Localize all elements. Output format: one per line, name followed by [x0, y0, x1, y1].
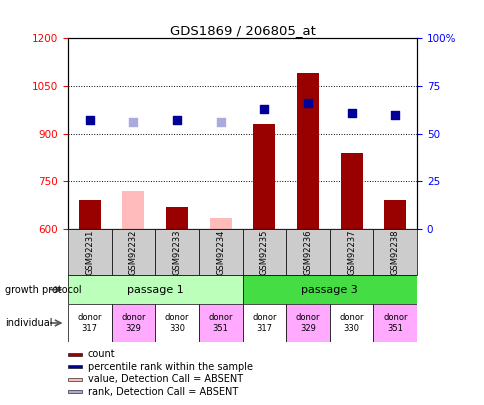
Bar [68, 229, 111, 275]
Bar [155, 229, 198, 275]
Text: GSM92233: GSM92233 [172, 229, 181, 275]
Point [86, 117, 93, 124]
Bar [68, 275, 242, 304]
Text: individual: individual [5, 318, 52, 328]
Text: growth protocol: growth protocol [5, 285, 81, 294]
Point [391, 111, 398, 118]
Point [216, 119, 224, 126]
Bar [78, 200, 101, 229]
Bar [296, 73, 318, 229]
Bar [198, 304, 242, 342]
Bar [329, 304, 373, 342]
Bar [111, 229, 155, 275]
Text: donor
330: donor 330 [165, 313, 189, 333]
Bar [340, 153, 362, 229]
Bar [68, 365, 82, 369]
Text: GSM92231: GSM92231 [85, 229, 94, 275]
Bar [329, 229, 373, 275]
Text: donor
329: donor 329 [295, 313, 319, 333]
Bar [166, 207, 188, 229]
Bar [68, 353, 82, 356]
Bar [253, 124, 275, 229]
Point [129, 119, 137, 126]
Bar [286, 304, 329, 342]
Bar [373, 229, 416, 275]
Text: donor
330: donor 330 [339, 313, 363, 333]
Text: GSM92236: GSM92236 [303, 229, 312, 275]
Text: donor
329: donor 329 [121, 313, 145, 333]
Bar [68, 378, 82, 381]
Bar [68, 304, 111, 342]
Text: passage 1: passage 1 [126, 285, 183, 294]
Text: percentile rank within the sample: percentile rank within the sample [88, 362, 252, 372]
Text: value, Detection Call = ABSENT: value, Detection Call = ABSENT [88, 374, 242, 384]
Text: donor
351: donor 351 [382, 313, 407, 333]
Bar [111, 304, 155, 342]
Bar [242, 304, 286, 342]
Text: rank, Detection Call = ABSENT: rank, Detection Call = ABSENT [88, 387, 238, 397]
Text: GSM92237: GSM92237 [347, 229, 355, 275]
Bar [198, 229, 242, 275]
Text: donor
317: donor 317 [77, 313, 102, 333]
Text: GSM92238: GSM92238 [390, 229, 399, 275]
Bar [68, 390, 82, 393]
Point [347, 109, 355, 116]
Bar [155, 304, 198, 342]
Bar [242, 275, 416, 304]
Bar [373, 304, 416, 342]
Bar [383, 200, 405, 229]
Point [173, 117, 181, 124]
Bar [209, 218, 231, 229]
Bar [122, 191, 144, 229]
Text: GSM92234: GSM92234 [216, 229, 225, 275]
Text: passage 3: passage 3 [301, 285, 358, 294]
Text: GSM92235: GSM92235 [259, 229, 268, 275]
Bar [286, 229, 329, 275]
Text: GSM92232: GSM92232 [129, 229, 137, 275]
Text: count: count [88, 350, 115, 360]
Text: donor
351: donor 351 [208, 313, 232, 333]
Point [303, 100, 311, 107]
Bar [242, 229, 286, 275]
Title: GDS1869 / 206805_at: GDS1869 / 206805_at [169, 24, 315, 37]
Text: donor
317: donor 317 [252, 313, 276, 333]
Point [260, 106, 268, 112]
